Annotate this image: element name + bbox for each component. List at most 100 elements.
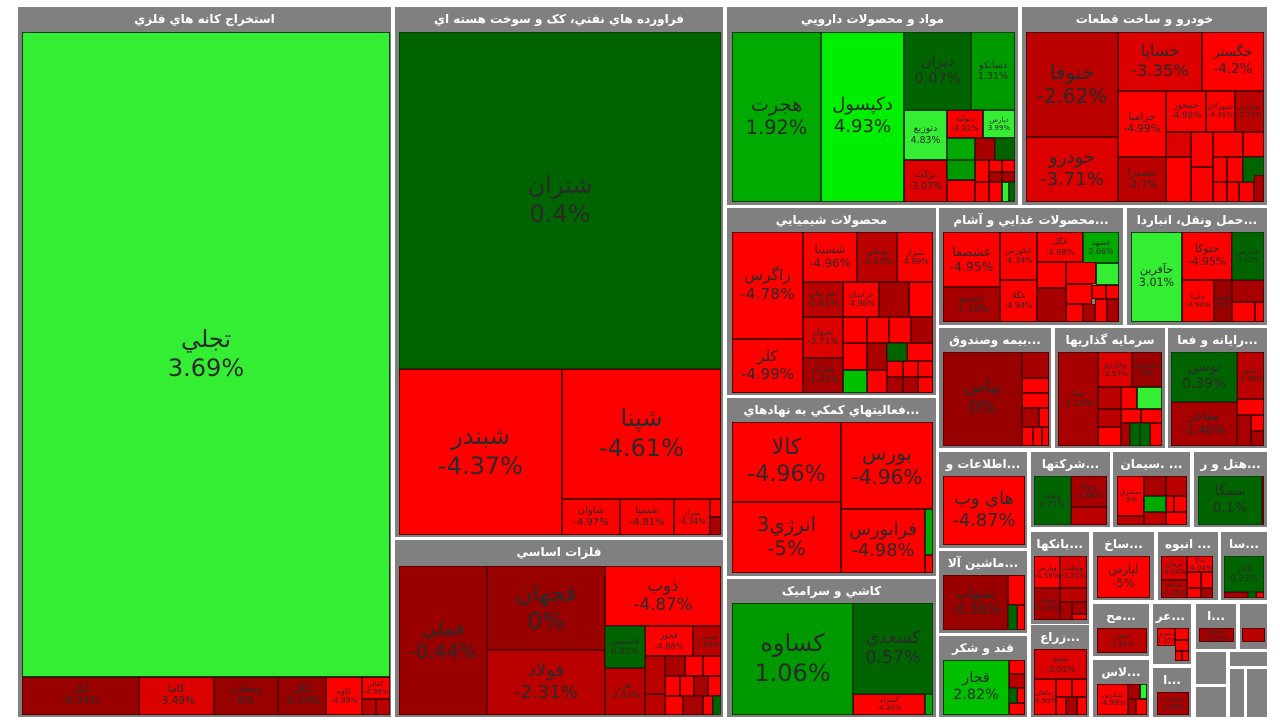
stock-tile-small[interactable] [925,555,933,573]
stock-tile[interactable]: برکت -3.07% [904,160,947,202]
stock-tile[interactable]: کمالر -4.98% [362,677,390,699]
sector-title[interactable]: ... انبوه [1165,537,1211,551]
stock-tile-small[interactable] [703,656,721,676]
stock-tile-small[interactable] [1072,614,1087,620]
stock-tile[interactable]: حاسا -4.94% [1182,280,1214,322]
stock-tile[interactable]: دسانکو 1.31% [971,32,1015,110]
stock-tile[interactable]: خودرو -3.71% [1026,137,1118,202]
sector-title[interactable]: کاشي و سراميک [781,584,882,598]
stock-tile-small[interactable] [694,676,708,696]
stock-tile[interactable]: هجرت 1.92% [732,32,821,202]
sector-title[interactable]: ...ا [1163,673,1181,687]
sector-title[interactable]: فراورده هاي نفتي، کک و سوخت هسته اي [433,12,685,26]
stock-tile-small[interactable] [1060,602,1072,620]
stock-tile[interactable]: شکربن -4.99% [1097,684,1128,715]
stock-tile-small[interactable] [710,517,721,535]
stock-tile[interactable]: سپيد -3.01% [1034,649,1087,679]
stock-tile[interactable]: آپال -0.34% [22,677,139,715]
stock-tile-small[interactable] [1175,651,1182,661]
stock-tile-small[interactable] [843,370,867,393]
sector-title[interactable]: ...محصولات غذايي و آشام [953,213,1109,227]
stock-tile[interactable]: کسعدي 0.57% [853,603,933,694]
stock-tile[interactable]: شبندر -4.37% [399,369,562,535]
stock-tile[interactable]: سمگا 0.1% [1198,476,1262,525]
stock-tile[interactable]: خپارس -2.72% [1235,91,1264,132]
stock-tile[interactable]: شراز -4.34% [674,499,710,535]
stock-tile-small[interactable] [713,696,721,715]
stock-tile[interactable]: زاگرس -4.78% [732,232,803,339]
stock-tile[interactable]: وپارس -4.59% [1034,556,1060,588]
stock-tile-small[interactable] [1248,592,1256,598]
sector-title[interactable]: خودرو و ساخت قطعات [1075,12,1214,26]
sector-title[interactable]: ...هتل و ر [1200,457,1261,471]
stock-tile-small[interactable] [1166,157,1191,202]
stock-tile-small[interactable] [1092,285,1106,299]
stock-tile-small[interactable] [887,377,903,393]
stock-tile-small[interactable] [1136,699,1147,715]
stock-tile[interactable]: واميد 0.71% [1034,476,1071,525]
stock-tile-small[interactable] [1096,263,1119,285]
sector-title[interactable]: ...لاس [1101,665,1141,679]
stock-tile[interactable]: شتران 0.4% [399,32,721,369]
stock-tile-small[interactable] [665,696,683,715]
stock-tile-small[interactable] [1022,378,1049,393]
stock-tile-small[interactable] [1255,302,1264,322]
sector-title[interactable]: ...ماشين آلا [947,556,1019,570]
stock-tile[interactable]: زماهان-4.95% [1034,679,1056,715]
stock-tile-small[interactable] [989,160,1002,172]
stock-tile[interactable]: غشصفا -4.95% [943,232,1000,287]
stock-tile-small[interactable] [889,317,911,343]
stock-tile-small[interactable] [887,343,907,361]
stock-tile[interactable]: وتوکا -1.84% [1071,476,1107,507]
stock-tile-small[interactable] [1175,640,1189,651]
stock-tile-small[interactable] [1144,476,1166,496]
stock-tile-small[interactable] [1187,588,1201,598]
stock-tile-small[interactable] [1117,516,1144,525]
stock-tile[interactable]: کماسه -1.98% [1157,692,1189,715]
stock-tile[interactable]: فسرب -2.84% [693,626,721,656]
stock-tile-small[interactable] [911,317,933,343]
stock-tile[interactable]: شسپا -4.81% [620,499,674,535]
stock-tile-small[interactable] [1251,431,1264,446]
sector-title[interactable]: قند و شکر [952,641,1014,655]
stock-tile[interactable]: خزاميا -4.99% [1118,91,1166,157]
stock-tile-small[interactable] [1191,132,1213,167]
stock-tile[interactable]: کگل -0.14% [278,677,326,715]
stock-tile-small[interactable] [1242,628,1265,642]
stock-tile[interactable]: شسينا -4.96% [803,232,857,282]
stock-tile-small[interactable] [1106,285,1119,299]
stock-tile-small[interactable] [1256,592,1264,598]
stock-tile-small[interactable] [1072,602,1087,614]
stock-tile-small[interactable] [1071,507,1107,525]
stock-tile[interactable]: شپنا -4.61% [562,369,721,499]
stock-tile[interactable]: وصادر -1.02% [1034,588,1060,620]
stock-tile-small[interactable] [1254,175,1264,202]
sector-title[interactable]: فلزات اساسي [516,545,602,559]
stock-tile[interactable]: غصينو -1.19% [943,287,1000,322]
stock-tile[interactable]: صبا -1.16% [1058,352,1098,446]
stock-tile[interactable]: وصندوق 0% [1132,352,1162,387]
stock-tile-small[interactable] [680,676,694,696]
stock-tile-small[interactable] [887,361,903,377]
stock-tile-small[interactable] [1166,496,1174,512]
stock-tile[interactable]: وبملت -3.21% [1060,556,1087,588]
stock-tile[interactable]: خراسان -4.96% [843,282,879,317]
stock-tile-small[interactable] [947,160,975,180]
stock-tile-small[interactable] [1175,628,1189,640]
sector-title[interactable]: ...ا [1207,609,1225,623]
stock-tile-small[interactable] [703,696,713,715]
stock-tile-small[interactable] [1098,387,1121,409]
stock-tile[interactable]: انرژي3 -5% [732,502,841,573]
sector-title[interactable]: ...فعاليتهاي کمکي به نهادهاي [743,403,920,417]
stock-tile[interactable]: پترول -3.71% [803,317,843,358]
stock-tile-small[interactable] [1022,393,1049,408]
stock-tile-small[interactable] [1042,427,1049,446]
sector-title[interactable]: ...عر [1155,609,1185,623]
sector-title[interactable]: ...زراع [1040,630,1080,644]
stock-tile-small[interactable] [1121,409,1141,423]
stock-tile-small[interactable] [1130,423,1140,446]
stock-tile-small[interactable] [1213,157,1227,182]
stock-tile[interactable]: حتوکا -4.95% [1182,232,1232,280]
stock-tile[interactable]: فزر -2.02% [605,668,645,715]
stock-tile[interactable]: دتوليه -4.92% [947,110,983,138]
